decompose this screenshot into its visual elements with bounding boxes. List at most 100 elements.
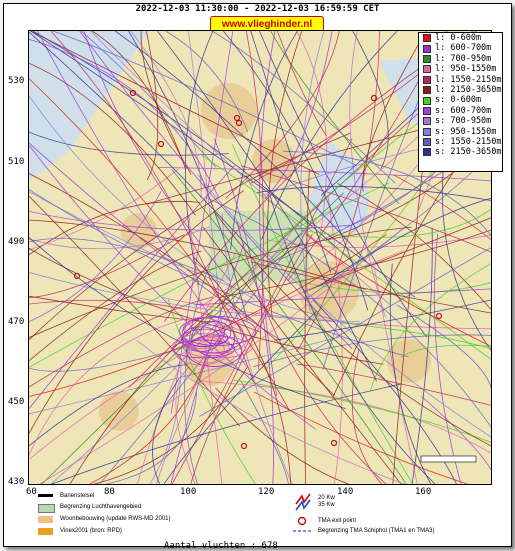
flight-track — [89, 356, 207, 484]
flight-track — [215, 212, 491, 447]
flight-track — [29, 226, 210, 250]
holding-track — [191, 320, 236, 357]
flight-track — [392, 153, 425, 484]
legend-swatch — [423, 117, 431, 126]
flight-track — [254, 391, 468, 484]
flight-track — [29, 142, 282, 341]
flight-track — [29, 364, 188, 447]
flight-track — [441, 165, 491, 351]
flight-track — [199, 247, 491, 417]
flight-track — [197, 174, 491, 438]
flight-track — [287, 208, 491, 238]
flight-track — [29, 211, 351, 231]
flight-track — [165, 31, 249, 133]
flight-track — [312, 299, 457, 484]
flight-track — [51, 383, 403, 484]
x-tick: 100 — [180, 487, 197, 497]
flight-count: Aantal vluchten : 678 — [164, 541, 278, 551]
flight-track — [29, 200, 201, 256]
flight-track — [396, 304, 491, 388]
tma-boundary-icon — [293, 530, 311, 532]
flight-track — [158, 167, 491, 182]
legend-label: l: 0-600m — [435, 33, 482, 43]
flight-track — [156, 262, 259, 484]
flight-track — [149, 364, 182, 484]
legend-swatch — [423, 106, 431, 115]
housing-swatch — [38, 516, 53, 523]
runway-label: Banenstelsel — [60, 493, 95, 499]
legend-swatch — [423, 75, 431, 84]
flight-track — [29, 190, 245, 434]
flight-track — [50, 31, 255, 383]
vinex-swatch — [38, 528, 53, 535]
exit-point-marker — [157, 140, 165, 148]
flight-track — [296, 31, 328, 240]
exit-point-marker — [129, 89, 137, 97]
legend-item: s: 700-950m — [419, 116, 502, 126]
flight-track — [401, 344, 491, 357]
flight-track — [267, 31, 303, 320]
flight-track — [283, 150, 491, 236]
legend-label: l: 2150-3650m — [435, 84, 502, 95]
y-tick: 430 — [8, 477, 25, 487]
flight-track — [29, 295, 210, 323]
flight-track — [29, 131, 229, 156]
tma-exit-label: TMA exit point — [318, 518, 357, 524]
flight-track — [221, 213, 293, 484]
legend-label: s: 700-950m — [435, 116, 492, 127]
flight-track — [268, 234, 491, 248]
wind-35-label: 35 Kw — [318, 502, 335, 508]
exit-point-marker — [73, 272, 81, 280]
legend-swatch — [423, 34, 431, 43]
flight-track — [83, 31, 231, 282]
flight-track — [421, 395, 491, 470]
flight-track — [29, 195, 241, 427]
holding-track — [173, 333, 230, 366]
flight-track — [114, 31, 367, 263]
exit-point-marker — [370, 94, 378, 102]
flight-track — [29, 191, 162, 323]
flight-track — [225, 31, 340, 199]
flight-track — [317, 198, 491, 287]
flight-track — [230, 31, 298, 251]
legend-label: s: 600-700m — [435, 105, 492, 116]
legend-swatch — [423, 127, 431, 136]
exit-point-marker — [435, 312, 443, 320]
map-svg — [29, 31, 491, 484]
page-title: 2022-12-03 11:30:00 - 2022-12-03 16:59:5… — [135, 4, 380, 14]
flight-track — [29, 145, 317, 430]
legend-label: l: 950-1550m — [435, 64, 497, 75]
tma-exit-points — [73, 89, 443, 450]
airport-swatch — [38, 504, 55, 513]
flight-track — [90, 31, 391, 305]
flight-track — [29, 233, 185, 299]
legend-swatch — [423, 96, 431, 105]
flight-track — [29, 336, 341, 415]
flight-map[interactable] — [28, 30, 492, 485]
x-tick: 60 — [26, 487, 37, 497]
flight-track — [167, 298, 256, 484]
flight-track — [337, 183, 491, 310]
flight-track — [202, 226, 402, 484]
holding-track — [185, 334, 243, 367]
flight-track — [253, 334, 491, 368]
flight-track — [257, 186, 491, 201]
flight-track — [99, 233, 301, 484]
flight-track — [270, 31, 400, 205]
x-tick: 80 — [104, 487, 115, 497]
y-tick: 510 — [8, 157, 25, 167]
flight-track — [393, 174, 491, 240]
flight-track — [37, 31, 247, 367]
flight-track — [29, 168, 180, 251]
flight-track — [327, 195, 343, 484]
legend-swatch — [423, 138, 431, 147]
flight-track — [29, 189, 409, 358]
flight-track — [29, 38, 220, 199]
flight-track — [146, 31, 159, 181]
exit-point-marker — [240, 442, 248, 450]
y-tick: 450 — [8, 397, 25, 407]
scale-bar — [420, 455, 477, 463]
flight-track — [30, 31, 320, 175]
flight-track — [29, 165, 235, 410]
vinex-label: Vinex2001 (bron: RPD) — [60, 528, 122, 534]
